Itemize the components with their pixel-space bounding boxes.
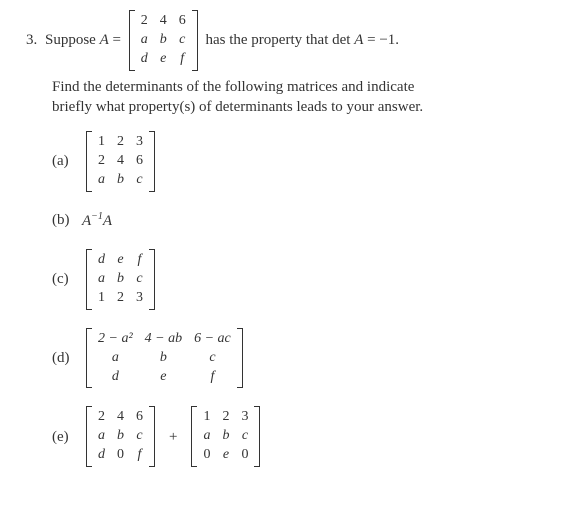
b-sup: −1 [91, 211, 103, 222]
part-a: (a) 123246abc [52, 131, 538, 192]
part-d-label: (d) [52, 348, 82, 368]
b-A1: A [82, 213, 91, 229]
plus-sign: + [169, 427, 177, 447]
part-e-matrix1: 246abcd0f [86, 406, 155, 467]
part-e: (e) 246abcd0f + 123abc0e0 [52, 406, 538, 467]
part-d-matrix: 2 − a²4 − ab6 − acabcdef [86, 328, 243, 389]
det-eq: = [363, 32, 379, 48]
part-c-matrix: defabc123 [86, 249, 155, 310]
matrix-A: 246abcdef [129, 10, 198, 71]
b-A2: A [103, 213, 112, 229]
eq-sign: = [109, 32, 121, 48]
part-c-label: (c) [52, 269, 82, 289]
intro-text: Suppose A = [45, 30, 121, 50]
instructions: Find the determinants of the following m… [52, 77, 538, 118]
page-content: 3. Suppose A = 246abcdef has the propert… [0, 0, 562, 495]
det-A: A [354, 32, 363, 48]
lead: Suppose [45, 32, 100, 48]
part-b-label: (b) [52, 210, 82, 230]
instr-line1: Find the determinants of the following m… [52, 77, 538, 97]
part-a-label: (a) [52, 151, 82, 171]
part-e-matrix2: 123abc0e0 [191, 406, 260, 467]
part-b: (b) A−1A [52, 210, 538, 231]
problem-number: 3. [26, 30, 37, 50]
part-b-expr: A−1A [82, 210, 112, 231]
after-matrix-text: has the property that det A = −1. [205, 30, 399, 50]
minus-one: −1. [379, 32, 399, 48]
part-a-matrix: 123246abc [86, 131, 155, 192]
after: has the property that det [205, 32, 354, 48]
part-c: (c) defabc123 [52, 249, 538, 310]
problem-statement: 3. Suppose A = 246abcdef has the propert… [26, 10, 538, 71]
part-e-label: (e) [52, 427, 82, 447]
var-A: A [100, 32, 109, 48]
instr-line2: briefly what property(s) of determinants… [52, 97, 538, 117]
part-d: (d) 2 − a²4 − ab6 − acabcdef [52, 328, 538, 389]
